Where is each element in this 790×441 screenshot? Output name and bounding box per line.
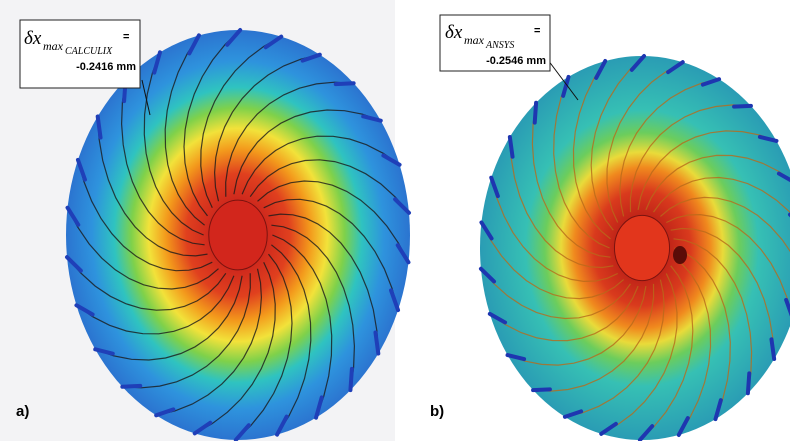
symbol: δx	[24, 28, 42, 49]
blade-tip	[734, 106, 751, 107]
blade-tip	[533, 389, 550, 390]
blade-tip	[336, 83, 354, 84]
blade-tip	[771, 339, 774, 359]
value: -0.2416 mm	[76, 61, 136, 73]
panel-label: b)	[430, 403, 444, 420]
subsubscript: ANSYS	[485, 40, 514, 51]
panel-label: a)	[16, 403, 29, 420]
hub	[614, 215, 669, 280]
hub	[209, 200, 267, 270]
blade-tip	[122, 386, 140, 387]
blade-tip	[350, 369, 351, 390]
subscript: max	[464, 33, 485, 47]
figure: δx max CALCULIX = -0.2416 mm a) δx max A…	[0, 0, 790, 441]
hub-hole	[673, 246, 687, 264]
blade-tip	[510, 137, 513, 157]
blade-tip	[98, 116, 101, 137]
subsubscript: CALCULIX	[65, 46, 113, 57]
blade-tip	[535, 103, 536, 123]
turbine-model	[66, 30, 410, 440]
equals: =	[123, 31, 129, 43]
turbine-model	[480, 56, 790, 440]
blade-tip	[375, 332, 378, 353]
symbol: δx	[445, 22, 463, 43]
equals: =	[534, 25, 540, 37]
blade-tip	[748, 373, 749, 393]
subscript: max	[43, 39, 64, 53]
value: -0.2546 mm	[486, 55, 546, 67]
